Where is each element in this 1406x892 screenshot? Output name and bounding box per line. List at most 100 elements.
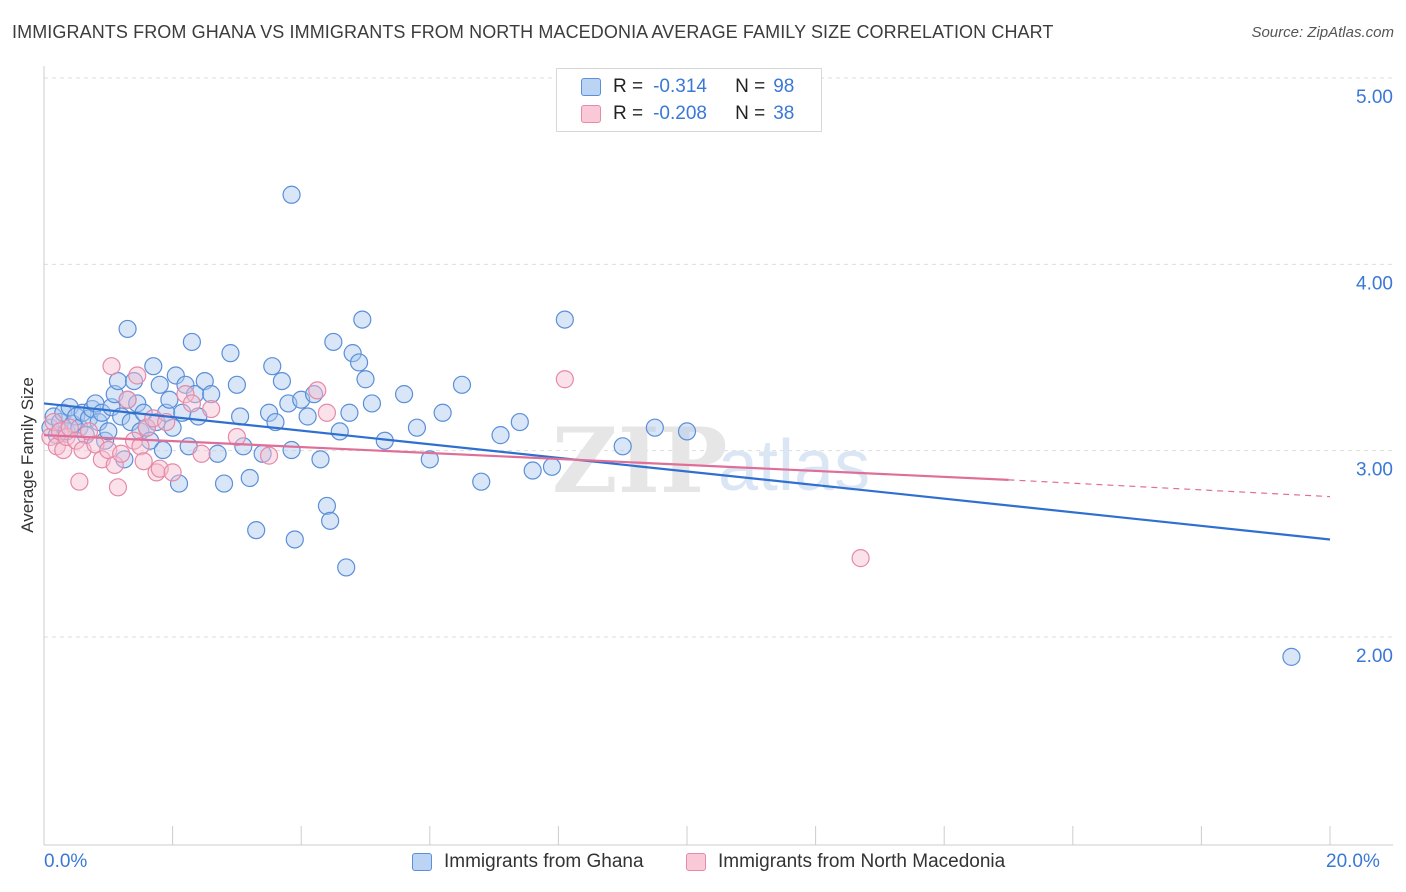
ghana-point [144, 357, 163, 376]
macedonia-point [555, 370, 574, 389]
macedonia-point [112, 444, 131, 463]
macedonia-point [102, 357, 121, 376]
macedonia-point [851, 549, 870, 568]
ghana-point [227, 375, 246, 394]
macedonia-trend-extension [1008, 479, 1331, 498]
r-label: R = [613, 103, 644, 124]
ghana-point [491, 426, 510, 445]
ghana-point [282, 185, 301, 204]
ghana-point [311, 450, 330, 469]
y-tick-label: 2.00 [1356, 646, 1393, 667]
ghana-point [153, 440, 173, 460]
macedonia-swatch [581, 105, 601, 123]
legend-item-ghana: Immigrants from Ghana [412, 851, 644, 873]
ghana-point [160, 390, 179, 409]
macedonia-point [44, 412, 63, 432]
ghana-point [677, 422, 697, 441]
n-value: 98 [773, 76, 795, 97]
ghana-point [234, 437, 253, 456]
ghana-point [176, 375, 195, 394]
ghana-point [362, 394, 382, 413]
macedonia-point [108, 478, 128, 497]
ghana-point [433, 403, 452, 422]
ghana-point [472, 472, 491, 491]
ghana-point [298, 407, 317, 426]
ghana-point [1282, 647, 1301, 666]
ghana-point [150, 375, 169, 394]
ghana-point [349, 353, 369, 372]
ghana-point [324, 332, 343, 352]
ghana-point [99, 422, 118, 441]
legend-row-macedonia: R = -0.208 N = 38 [581, 103, 794, 125]
x-tick-label-max: 20.0% [1326, 851, 1380, 872]
ghana-point [330, 422, 349, 441]
ghana-point [343, 344, 362, 363]
ghana-swatch [581, 78, 601, 96]
ghana-point [231, 407, 250, 426]
n-label: N = [735, 76, 766, 97]
y-axis-label: Average Family Size [18, 377, 37, 533]
macedonia-legend-swatch [686, 853, 706, 871]
macedonia-point [118, 390, 137, 409]
legend-label-macedonia: Immigrants from North Macedonia [718, 851, 1006, 872]
ghana-point [221, 344, 240, 363]
r-value: -0.314 [653, 76, 707, 97]
ghana-point [259, 403, 279, 422]
ghana-legend-swatch [412, 853, 432, 871]
legend-item-macedonia: Immigrants from North Macedonia [686, 851, 1005, 873]
y-tick-label: 3.00 [1356, 460, 1393, 481]
macedonia-trend-line [43, 434, 1009, 481]
macedonia-point [163, 463, 182, 482]
ghana-point [263, 357, 282, 376]
macedonia-point [70, 472, 89, 491]
ghana-point [208, 444, 227, 463]
ghana-point [337, 558, 356, 577]
ghana-point [353, 310, 372, 329]
r-value: -0.208 [653, 103, 707, 124]
watermark-atlas: atlas [718, 426, 870, 506]
macedonia-point [128, 366, 147, 385]
macedonia-point [317, 403, 337, 422]
legend-label-ghana: Immigrants from Ghana [444, 851, 644, 872]
macedonia-point [134, 452, 153, 471]
macedonia-point [176, 385, 195, 404]
y-tick-label: 5.00 [1356, 87, 1393, 108]
ghana-point [356, 370, 375, 389]
ghana-point [613, 437, 632, 456]
ghana-point [115, 450, 134, 469]
ghana-point [202, 385, 221, 404]
ghana-point [510, 412, 529, 432]
macedonia-point [131, 437, 150, 456]
macedonia-point [202, 399, 221, 419]
ghana-point [340, 403, 359, 422]
ghana-point [407, 418, 427, 437]
ghana-point [394, 385, 414, 404]
ghana-point [452, 375, 472, 394]
ghana-point [542, 457, 562, 476]
correlation-legend: R = -0.314 N = 98 R = -0.208 N = 38 [556, 68, 822, 132]
ghana-point [182, 332, 201, 352]
ghana-point [285, 530, 304, 549]
ghana-trend-line [43, 402, 1331, 541]
ghana-point [240, 468, 259, 488]
ghana-point [282, 440, 301, 460]
ghana-point [214, 474, 234, 493]
ghana-point [128, 394, 147, 413]
ghana-point [645, 418, 664, 437]
macedonia-point [259, 446, 279, 465]
macedonia-point [308, 381, 327, 400]
x-tick-label-min: 0.0% [44, 851, 88, 872]
ghana-point [166, 366, 185, 385]
ghana-point [124, 371, 144, 391]
ghana-point [523, 461, 542, 480]
ghana-point [247, 521, 266, 540]
r-label: R = [613, 76, 644, 97]
macedonia-point [182, 394, 201, 413]
ghana-point [266, 412, 285, 432]
ghana-point [317, 496, 337, 516]
ghana-point [118, 319, 137, 339]
ghana-point [321, 511, 340, 530]
ghana-point [555, 310, 574, 329]
macedonia-point [105, 455, 124, 475]
